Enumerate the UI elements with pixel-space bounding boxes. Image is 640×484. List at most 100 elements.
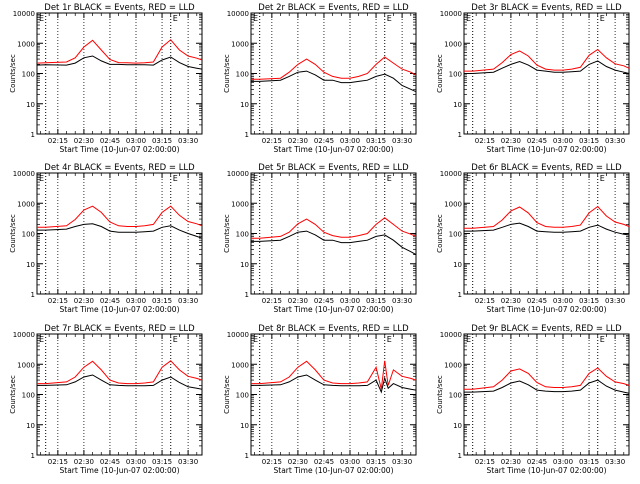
- x-tick-label: 02:45: [527, 297, 547, 305]
- x-tick-label: 03:00: [126, 458, 146, 466]
- x-tick-label: 02:15: [48, 458, 68, 466]
- y-axis-label: Counts/sec: [9, 54, 17, 93]
- panel-title: Det 4r BLACK = Events, RED = LLD: [44, 163, 195, 173]
- x-tick-label: 03:15: [579, 297, 599, 305]
- y-tick-label: 10: [453, 101, 462, 109]
- x-tick-label: 03:00: [126, 137, 146, 145]
- y-tick-label: 10: [26, 261, 35, 269]
- y-tick-label: 1000: [17, 40, 35, 48]
- marker-label-right: E: [600, 335, 605, 344]
- y-tick-label: 10000: [440, 170, 462, 178]
- y-tick-label: 1000: [231, 40, 249, 48]
- x-tick-label: 02:30: [501, 297, 521, 305]
- x-tick-label: 03:00: [126, 297, 146, 305]
- x-tick-label: 03:00: [553, 458, 573, 466]
- x-tick-label: 02:45: [527, 137, 547, 145]
- x-axis-label: Start Time (10-Jun-07 02:00:00): [274, 145, 394, 154]
- marker-label-left: E: [253, 335, 258, 344]
- y-tick-label: 1000: [231, 200, 249, 208]
- plot-frame: [463, 333, 630, 456]
- x-tick-label: 02:45: [100, 137, 120, 145]
- y-tick-label: 1000: [17, 200, 35, 208]
- x-tick-label: 03:30: [392, 458, 412, 466]
- y-tick-label: 1: [245, 291, 249, 299]
- plot-frame: [250, 12, 417, 135]
- panel-title: Det 9r BLACK = Events, RED = LLD: [471, 324, 622, 334]
- series-events-line: [37, 223, 203, 239]
- y-tick-label: 10: [26, 101, 35, 109]
- x-tick-label: 03:30: [178, 458, 198, 466]
- y-tick-label: 10: [453, 422, 462, 430]
- x-tick-label: 02:15: [262, 137, 282, 145]
- x-tick-label: 03:00: [553, 297, 573, 305]
- x-tick-label: 03:30: [178, 297, 198, 305]
- x-tick-label: 02:30: [501, 458, 521, 466]
- panel-title: Det 6r BLACK = Events, RED = LLD: [471, 163, 622, 173]
- marker-label-right: E: [600, 174, 605, 183]
- y-axis-label: Counts/sec: [9, 375, 17, 414]
- marker-label-right: E: [387, 174, 392, 183]
- marker-label-left: E: [466, 14, 471, 23]
- series-lld-line: [37, 205, 203, 228]
- x-tick-label: 03:15: [579, 458, 599, 466]
- y-tick-label: 1: [245, 452, 249, 460]
- y-tick-label: 1: [458, 291, 462, 299]
- x-axis-label: Start Time (10-Jun-07 02:00:00): [487, 305, 607, 314]
- y-tick-label: 1: [458, 131, 462, 139]
- y-axis-label: Counts/sec: [9, 214, 17, 253]
- y-tick-label: 10: [453, 261, 462, 269]
- x-tick-label: 02:15: [262, 297, 282, 305]
- x-tick-label: 03:30: [392, 297, 412, 305]
- marker-label-left: E: [39, 174, 44, 183]
- marker-label-right: E: [600, 14, 605, 23]
- x-tick-label: 03:30: [605, 297, 625, 305]
- x-tick-label: 03:15: [366, 297, 386, 305]
- y-tick-label: 100: [449, 71, 462, 79]
- y-tick-label: 100: [449, 392, 462, 400]
- x-tick-label: 03:30: [178, 137, 198, 145]
- y-tick-label: 1: [31, 452, 35, 460]
- x-tick-label: 02:15: [475, 458, 495, 466]
- y-axis-label: Counts/sec: [223, 375, 231, 414]
- series-lld-line: [251, 360, 417, 390]
- marker-label-right: E: [173, 335, 178, 344]
- y-tick-label: 10: [26, 422, 35, 430]
- series-events-line: [251, 374, 417, 394]
- x-tick-label: 02:15: [475, 297, 495, 305]
- y-tick-label: 1000: [444, 40, 462, 48]
- y-tick-label: 1000: [17, 361, 35, 369]
- x-tick-label: 02:30: [74, 137, 94, 145]
- x-tick-label: 02:45: [314, 297, 334, 305]
- y-tick-label: 10000: [440, 331, 462, 339]
- y-tick-label: 1000: [231, 361, 249, 369]
- x-tick-label: 02:30: [288, 137, 308, 145]
- y-tick-label: 10000: [440, 10, 462, 18]
- x-axis-label: Start Time (10-Jun-07 02:00:00): [274, 466, 394, 475]
- y-tick-label: 1: [458, 452, 462, 460]
- x-tick-label: 02:15: [48, 297, 68, 305]
- x-tick-label: 03:15: [366, 137, 386, 145]
- x-tick-label: 03:00: [340, 137, 360, 145]
- marker-label-left: E: [466, 335, 471, 344]
- x-axis-label: Start Time (10-Jun-07 02:00:00): [487, 145, 607, 154]
- x-tick-label: 03:30: [605, 458, 625, 466]
- y-tick-label: 10: [240, 101, 249, 109]
- y-tick-label: 1: [31, 131, 35, 139]
- y-tick-label: 1000: [444, 200, 462, 208]
- marker-label-right: E: [387, 14, 392, 23]
- x-axis-label: Start Time (10-Jun-07 02:00:00): [274, 305, 394, 314]
- x-tick-label: 02:45: [314, 137, 334, 145]
- x-tick-label: 02:15: [475, 137, 495, 145]
- x-tick-label: 03:30: [605, 137, 625, 145]
- y-tick-label: 1: [245, 131, 249, 139]
- series-lld-line: [251, 56, 417, 80]
- x-axis-label: Start Time (10-Jun-07 02:00:00): [60, 466, 180, 475]
- x-tick-label: 02:15: [262, 458, 282, 466]
- y-tick-label: 100: [449, 231, 462, 239]
- x-tick-label: 03:30: [392, 137, 412, 145]
- x-tick-label: 02:30: [74, 297, 94, 305]
- x-tick-label: 02:30: [501, 137, 521, 145]
- y-tick-label: 100: [236, 71, 249, 79]
- y-tick-label: 1000: [444, 361, 462, 369]
- x-tick-label: 02:15: [48, 137, 68, 145]
